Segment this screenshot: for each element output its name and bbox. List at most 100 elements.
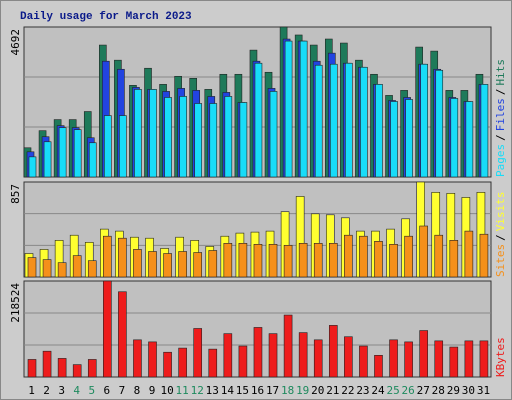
bar — [88, 142, 97, 178]
bar — [345, 62, 353, 178]
x-tick-label: 22 — [341, 384, 354, 397]
legend-entry: Pages — [494, 144, 507, 177]
bar — [313, 243, 323, 278]
bar — [479, 340, 489, 378]
bar — [194, 103, 203, 178]
bar — [134, 89, 142, 178]
x-tick-label: 6 — [104, 384, 111, 397]
legend-entry: Hits — [494, 59, 507, 86]
bar — [328, 243, 338, 278]
x-tick-label: 5 — [88, 384, 95, 397]
bar — [284, 40, 293, 178]
legend: Pages / Files / Hits — [494, 59, 507, 177]
bar — [268, 333, 278, 378]
bar — [313, 339, 323, 378]
y-tick-label: 857 — [9, 184, 22, 204]
bar — [449, 346, 459, 378]
bar — [434, 234, 444, 278]
bar — [208, 348, 218, 378]
bar — [450, 98, 459, 178]
bar — [390, 101, 398, 178]
x-tick-label: 8 — [134, 384, 141, 397]
bar — [344, 336, 353, 378]
x-tick-label: 27 — [417, 384, 430, 397]
bar — [58, 127, 67, 178]
bar — [359, 345, 368, 378]
x-tick-label: 12 — [191, 384, 204, 397]
bar — [57, 358, 67, 378]
bar — [193, 328, 203, 378]
bar — [419, 225, 428, 278]
bar — [389, 243, 398, 278]
bar — [104, 115, 112, 178]
bar — [193, 252, 203, 278]
bar — [87, 359, 97, 378]
chart-title: Daily usage for March 2023 — [20, 11, 192, 23]
x-tick-label: 13 — [206, 384, 219, 397]
bar — [178, 251, 187, 278]
bar — [299, 40, 308, 178]
x-tick-label: 16 — [251, 384, 264, 397]
x-tick-label: 3 — [58, 384, 65, 397]
bar — [419, 330, 428, 378]
bar — [223, 243, 233, 278]
x-tick-label: 4 — [73, 384, 80, 397]
bar — [375, 84, 383, 178]
bar — [87, 260, 97, 278]
bar — [208, 250, 218, 278]
bar — [118, 237, 127, 278]
x-tick-label: 17 — [266, 384, 279, 397]
bar — [434, 340, 444, 378]
x-tick-label: 18 — [281, 384, 294, 397]
legend: Sites / Visits — [494, 192, 507, 278]
bar — [149, 89, 157, 178]
bar — [253, 243, 263, 278]
bar — [72, 255, 82, 278]
y-tick-label: 4692 — [9, 29, 22, 56]
bar — [57, 262, 67, 278]
bar — [178, 347, 187, 378]
bar — [464, 340, 474, 378]
legend-entry: Visits — [494, 192, 507, 232]
legend: KBytes — [494, 337, 507, 377]
x-tick-label: 10 — [160, 384, 173, 397]
bar — [238, 243, 248, 278]
bar — [73, 129, 82, 178]
bar — [404, 235, 413, 278]
bar — [283, 314, 293, 378]
bar — [329, 63, 338, 178]
legend-separator: / — [494, 89, 507, 96]
x-tick-label: 20 — [311, 384, 324, 397]
x-tick-label: 31 — [477, 384, 490, 397]
bar — [360, 66, 368, 178]
x-tick-label: 1 — [28, 384, 35, 397]
bar — [163, 351, 172, 378]
x-tick-label: 14 — [221, 384, 235, 397]
bar — [148, 341, 157, 378]
x-tick-label: 24 — [371, 384, 385, 397]
bar — [298, 243, 308, 278]
bar — [239, 102, 248, 178]
bar — [148, 251, 157, 278]
bar — [223, 333, 233, 378]
y-tick-label: 218524 — [9, 283, 22, 323]
legend-entry: Files — [494, 98, 507, 131]
bar — [42, 350, 52, 378]
bar — [238, 345, 248, 378]
bar — [133, 339, 142, 378]
legend-entry: Sites — [494, 244, 507, 277]
bar — [119, 115, 127, 178]
bar — [374, 241, 383, 278]
legend-separator: / — [494, 134, 507, 141]
bar — [118, 291, 127, 378]
x-tick-label: 9 — [149, 384, 156, 397]
bar — [314, 64, 323, 178]
x-tick-label: 28 — [432, 384, 445, 397]
legend-entry: KBytes — [494, 337, 507, 377]
bar — [359, 235, 368, 278]
bar — [435, 69, 444, 178]
bar — [42, 259, 52, 278]
bar — [283, 244, 293, 278]
bar — [224, 96, 233, 178]
